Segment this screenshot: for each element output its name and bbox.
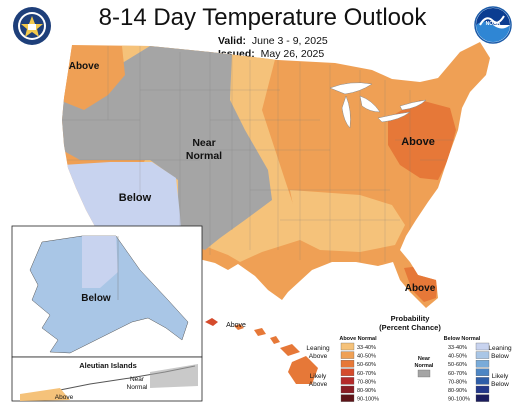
label-near-normal-line2: Normal: [186, 150, 222, 162]
aleutian-inset: [11, 356, 203, 402]
legend-title-2: (Percent Chance): [379, 323, 441, 332]
legend-below-swatch-0: [475, 342, 490, 351]
legend-below-bin-label-3: 60-70%: [448, 371, 467, 377]
label-aleutian-title: Aleutian Islands: [79, 361, 137, 370]
label-aleutian-near-2: Normal: [127, 384, 149, 391]
legend-below-header: Below Normal: [444, 336, 481, 342]
legend-above-swatch-4: [340, 377, 355, 385]
legend-below-swatch-2: [475, 360, 490, 368]
legend-below-bin-label-5: 80-90%: [448, 388, 467, 394]
label-above-fl: Above: [405, 283, 436, 294]
great-lakes: [329, 82, 427, 129]
legend-near-normal-2: Normal: [415, 363, 434, 369]
legend-above-swatch-5: [340, 385, 355, 394]
noaa-logo-text: NOAA: [486, 21, 501, 27]
legend-below-swatch-5: [475, 385, 490, 394]
legend-above-swatch-1: [340, 351, 355, 359]
label-below-sw: Below: [119, 192, 152, 204]
hawaii-inset: [205, 318, 318, 384]
label-aleutian-near-1: Near: [130, 376, 145, 383]
legend-near-normal-1: Near: [418, 356, 431, 362]
above-nw-blob: [64, 46, 125, 110]
legend-above-swatch-0: [340, 342, 355, 351]
legend-likely-above-2: Above: [309, 381, 328, 388]
legend-below-swatch-1: [475, 351, 490, 359]
legend-likely-below-2: Below: [491, 381, 509, 388]
legend-above-swatch-3: [340, 368, 355, 376]
legend-above-swatch-2: [340, 360, 355, 368]
legend-below-bin-label-2: 50-60%: [448, 362, 467, 368]
legend-below-bin-label-4: 70-80%: [448, 379, 467, 385]
probability-legend: Probability (Percent Chance) Above Norma…: [306, 314, 512, 403]
state-boundaries: [62, 46, 455, 262]
legend-below-bin-label-6: 90-100%: [448, 397, 470, 403]
valid-label: Valid:: [218, 35, 247, 47]
legend-above-bin-label-6: 90-100%: [357, 397, 379, 403]
legend-likely-below-1: Likely: [492, 373, 509, 380]
label-above-nw: Above: [69, 61, 100, 72]
label-below-ak: Below: [81, 293, 111, 304]
legend-below-swatch-3: [475, 368, 490, 376]
legend-below-bin-label-0: 33-40%: [448, 345, 467, 351]
label-above-hi: Above: [226, 322, 246, 329]
legend-likely-above-1: Likely: [310, 373, 327, 380]
legend-above-bin-label-2: 50-60%: [357, 362, 376, 368]
legend-near-normal-swatch: [417, 369, 431, 378]
legend-leaning-below-1: Leaning: [488, 345, 512, 352]
legend-leaning-below-2: Below: [491, 353, 509, 360]
legend-above-header: Above Normal: [339, 336, 377, 342]
legend-above-swatch-6: [340, 394, 355, 402]
label-above-ne: Above: [401, 136, 435, 148]
label-aleutian-above: Above: [55, 394, 74, 401]
legend-title-1: Probability: [391, 314, 431, 323]
legend-above-bin-label-1: 40-50%: [357, 354, 376, 360]
legend-above-bin-label-0: 33-40%: [357, 345, 376, 351]
date-block: Valid: June 3 - 9, 2025 Issued: May 26, …: [218, 35, 328, 60]
legend-leaning-above-2: Above: [309, 353, 328, 360]
valid-value: June 3 - 9, 2025: [251, 35, 328, 47]
legend-above-bin-label-4: 70-80%: [357, 379, 376, 385]
map-title: 8-14 Day Temperature Outlook: [98, 4, 427, 31]
near-normal-region: [62, 46, 272, 250]
noaa-logo: NOAA: [474, 6, 512, 44]
label-near-normal-line1: Near: [192, 137, 215, 149]
legend-below-swatch-4: [475, 377, 490, 385]
legend-above-bin-label-5: 80-90%: [357, 388, 376, 394]
legend-below-swatch-6: [475, 394, 490, 402]
nws-seal-logo: [13, 7, 51, 45]
alaska-inset: [11, 225, 203, 358]
legend-leaning-above-1: Leaning: [306, 345, 330, 352]
legend-below-bin-label-1: 40-50%: [448, 354, 467, 360]
issued-value: May 26, 2025: [260, 47, 325, 60]
legend-above-bin-label-3: 60-70%: [357, 371, 376, 377]
above-33-40-gulf: [290, 190, 405, 252]
